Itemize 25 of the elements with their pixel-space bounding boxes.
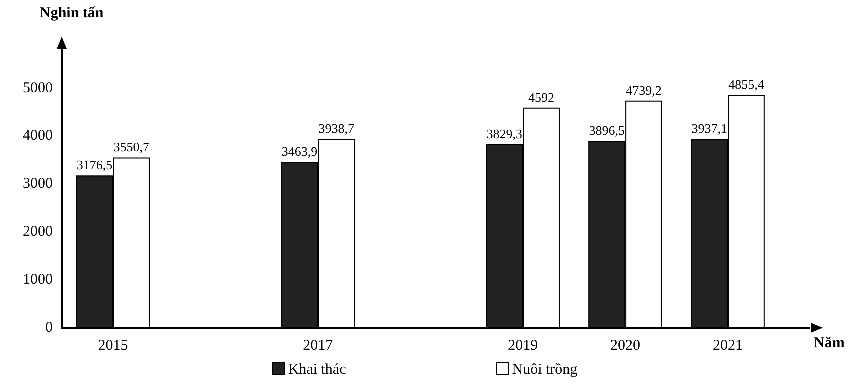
- y-tick-label: 2000: [23, 224, 53, 240]
- y-tick-label: 5000: [23, 80, 53, 96]
- data-label: 4855,4: [728, 77, 765, 92]
- x-tick-label: 2019: [508, 338, 538, 354]
- x-tick-label: 2017: [303, 338, 334, 354]
- data-label: 3550,7: [114, 140, 150, 155]
- data-label: 3937,1: [692, 121, 728, 136]
- text: Nuôi trồng: [511, 362, 578, 379]
- data-label: 3938,7: [318, 121, 355, 136]
- x-tick-label: 2015: [98, 338, 128, 354]
- legend-label: Khai thác: [287, 362, 346, 379]
- y-tick-label: 3000: [23, 176, 53, 192]
- data-label: 4592: [528, 90, 555, 105]
- x-tick-label: 2021: [713, 338, 744, 354]
- x-axis-title: Năm: [814, 335, 846, 352]
- y-tick-label: 0: [46, 320, 53, 336]
- data-label: 3176,5: [76, 158, 113, 173]
- x-tick-label: 2020: [610, 338, 641, 354]
- y-tick-label: 4000: [23, 128, 53, 144]
- y-tick-label: 1000: [23, 272, 53, 288]
- data-label: 3896,5: [589, 123, 625, 138]
- data-label: 4739,2: [626, 82, 662, 98]
- data-label: 3829,3: [486, 126, 523, 142]
- data-label: 3463,9: [282, 144, 318, 159]
- y-axis-title: Nghin tấn: [40, 5, 104, 22]
